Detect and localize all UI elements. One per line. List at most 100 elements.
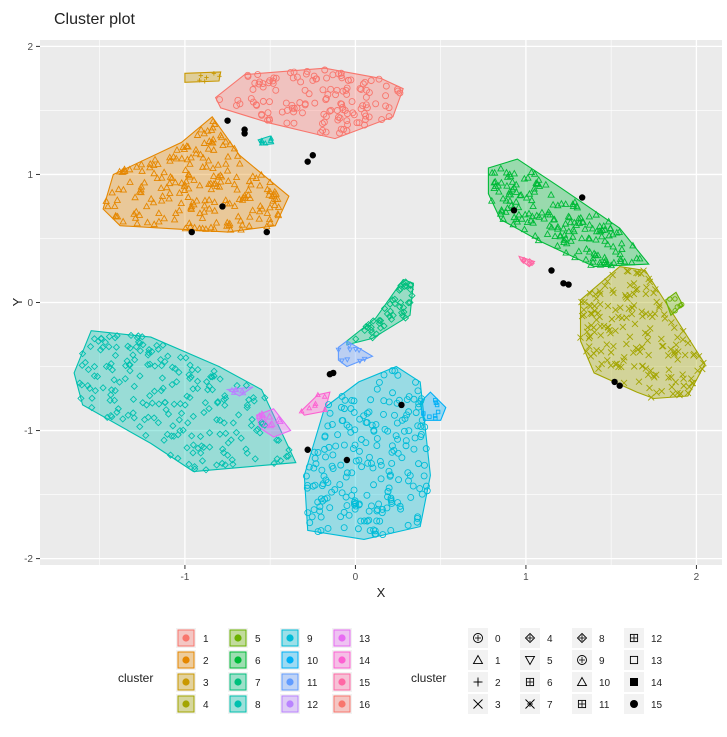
cluster-point-9 [352,457,360,465]
cluster-point-2 [230,202,239,209]
cluster-point-2 [180,145,189,152]
cluster-point-13 [265,412,274,420]
noise-point [343,456,351,464]
cluster-point-9 [337,403,345,411]
cluster-point-12 [233,386,240,392]
cluster-point-9 [360,517,368,525]
cluster-point-7 [400,280,408,288]
cluster-point-6 [502,196,511,204]
color-legend-title: cluster [118,671,153,685]
cluster-point-8 [221,392,229,400]
cluster-point-13 [266,421,275,429]
cluster-point-6 [533,211,541,219]
cluster-point-1 [301,86,309,94]
cluster-point-9 [345,423,353,431]
cluster-point-4 [680,375,687,382]
cluster-point-4 [650,289,657,297]
cluster-hull-11 [337,340,374,368]
cluster-point-1 [363,104,371,112]
cluster-point-2 [202,225,210,232]
cluster-point-9 [369,464,377,472]
cluster-point-1 [343,84,351,92]
cluster-point-1 [362,93,370,101]
cluster-point-2 [137,160,146,168]
cluster-point-8 [161,398,169,407]
cluster-point-9 [412,409,420,417]
cluster-point-8 [277,457,285,465]
cluster-point-2 [157,196,166,204]
cluster-point-1 [343,110,351,118]
cluster-point-10 [432,413,438,419]
cluster-point-2 [146,160,155,167]
cluster-point-8 [110,396,119,404]
cluster-point-1 [333,86,341,94]
cluster-point-6 [515,210,523,218]
cluster-point-13 [258,413,267,421]
cluster-point-9 [322,476,330,484]
cluster-point-2 [222,137,230,145]
cluster-point-2 [143,218,152,226]
color-legend-label: 10 [307,656,319,667]
cluster-point-14 [322,406,328,412]
cluster-point-9 [375,500,383,508]
cluster-point-6 [588,224,597,232]
cluster-point-6 [512,197,520,205]
cluster-point-2 [140,178,149,186]
cluster-point-7 [397,309,406,317]
cluster-point-2 [236,216,245,224]
cluster-point-2 [163,183,171,191]
cluster-point-6 [497,178,506,186]
cluster-point-9 [340,508,348,516]
shape-legend-label: 6 [547,678,553,689]
cluster-point-4 [596,290,604,298]
cluster-point-8 [136,372,144,380]
cluster-point-8 [189,449,197,457]
cluster-point-6 [543,230,552,237]
cluster-point-6 [524,173,532,181]
cluster-point-13 [276,417,284,425]
cluster-point-2 [172,154,181,162]
cluster-point-1 [266,116,273,124]
cluster-point-9 [328,462,336,470]
cluster-point-9 [373,507,381,515]
cluster-point-2 [187,153,195,161]
cluster-point-7 [396,285,405,293]
cluster-point-9 [303,484,311,492]
cluster-point-1 [319,86,327,94]
noise-point [241,130,248,137]
cluster-point-8 [111,351,120,360]
shape-legend-marker [577,699,587,709]
cluster-point-9 [354,525,362,533]
cluster-point-4 [628,310,636,318]
cluster-point-4 [658,335,665,343]
color-legend-dot [234,656,242,664]
cluster-point-8 [123,357,131,365]
cluster-point-10 [427,414,432,419]
cluster-point-9 [326,504,334,512]
cluster-point-6 [497,164,505,172]
cluster-point-2 [185,219,194,227]
cluster-point-2 [248,206,257,214]
cluster-point-4 [585,301,593,309]
cluster-point-9 [375,378,383,386]
cluster-point-1 [385,104,393,112]
cluster-point-9 [328,421,336,428]
y-tick-label: -1 [24,426,33,437]
cluster-point-2 [114,185,123,193]
cluster-point-6 [530,184,538,192]
cluster-point-2 [247,180,255,188]
cluster-point-1 [382,92,390,100]
cluster-point-9 [405,427,413,435]
cluster-point-8 [245,396,253,404]
cluster-point-9 [389,389,396,397]
cluster-point-7 [364,323,372,332]
cluster-point-2 [168,174,176,181]
cluster-point-1 [337,72,345,79]
color-legend-label: 7 [255,678,261,689]
cluster-point-9 [363,491,371,499]
shape-legend-key [520,650,540,670]
cluster-point-8 [171,364,179,373]
cluster-point-2 [110,202,119,209]
cluster-point-7 [406,285,415,294]
